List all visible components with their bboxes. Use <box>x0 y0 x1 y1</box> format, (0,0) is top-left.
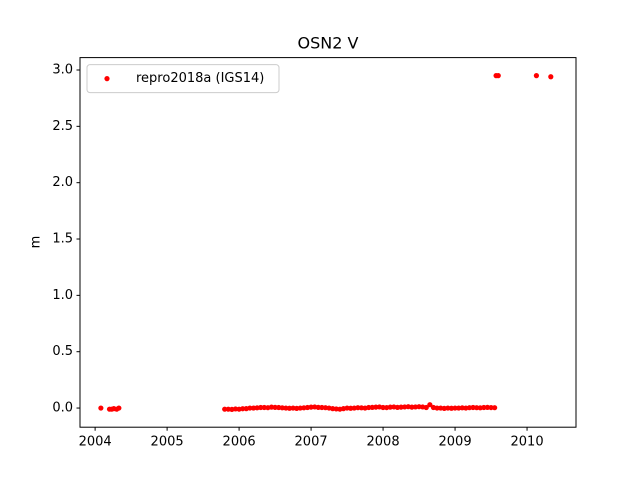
chart-title: OSN2 V <box>298 34 359 53</box>
x-tick-label: 2009 <box>439 435 472 450</box>
point <box>548 74 554 80</box>
point <box>495 73 501 79</box>
point <box>492 405 498 411</box>
point <box>434 405 440 411</box>
point <box>116 405 122 411</box>
point <box>258 404 264 411</box>
point <box>247 405 253 411</box>
y-tick-label: 2.0 <box>52 175 73 190</box>
y-tick-label: 0.0 <box>52 401 73 416</box>
x-tick-label: 2005 <box>151 435 184 450</box>
legend-marker <box>104 76 110 82</box>
x-tick-label: 2004 <box>79 435 112 450</box>
y-tick-label: 1.0 <box>52 288 73 303</box>
y-tick-label: 1.5 <box>52 232 73 247</box>
point <box>427 402 433 408</box>
point <box>533 73 540 79</box>
y-tick-label: 2.5 <box>52 119 73 134</box>
point <box>452 405 458 411</box>
legend-box <box>86 64 280 94</box>
y-tick-label: 3.0 <box>52 62 73 77</box>
y-tick-label: 0.5 <box>52 344 73 359</box>
point <box>222 406 228 412</box>
legend-label: repro2018a (IGS14) <box>136 71 264 86</box>
y-axis-label: m <box>29 236 44 249</box>
point <box>423 404 429 411</box>
point <box>98 405 104 411</box>
x-tick-label: 2006 <box>223 435 256 450</box>
plot-frame <box>79 57 577 428</box>
x-tick-label: 2007 <box>295 435 328 450</box>
x-tick-label: 2008 <box>367 435 400 450</box>
x-tick-label: 2010 <box>511 435 544 450</box>
